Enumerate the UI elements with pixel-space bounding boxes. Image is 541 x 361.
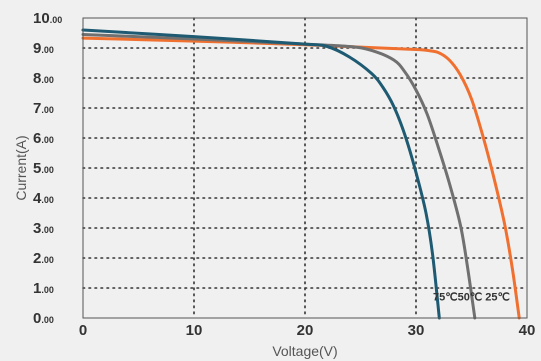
y-tick-label-integer: 1 [33, 280, 41, 297]
grid-layer [82, 17, 528, 319]
y-tick-label: 8.00 [33, 70, 54, 87]
y-tick-label-integer: 8 [33, 70, 41, 87]
x-axis-title: Voltage(V) [272, 343, 337, 359]
y-tick-label: 10.00 [33, 10, 62, 27]
y-tick-label-decimal: .00 [41, 225, 54, 235]
y-tick-label-integer: 2 [33, 250, 41, 267]
y-tick-label-integer: 7 [33, 100, 41, 117]
y-tick-label: 0.00 [33, 310, 54, 327]
series-layer [81, 28, 521, 320]
y-tick-label: 9.00 [33, 40, 54, 57]
y-tick-label: 2.00 [33, 250, 54, 267]
y-tick-label: 6.00 [33, 130, 54, 147]
series-line-25c [81, 36, 521, 320]
series-line-75c [81, 28, 441, 320]
plot-frame [82, 17, 528, 319]
y-tick-label-integer: 10 [33, 10, 50, 27]
y-tick-label: 3.00 [33, 220, 54, 237]
x-tick-label: 0 [79, 322, 87, 339]
y-tick-label-decimal: .00 [41, 165, 54, 175]
y-tick-label-decimal: .00 [41, 135, 54, 145]
x-tick-label: 10 [186, 322, 203, 339]
y-tick-label-integer: 5 [33, 160, 41, 177]
y-tick-label-decimal: .00 [41, 315, 54, 325]
y-tick-label-integer: 4 [33, 190, 42, 207]
temperature-annotation: 75℃50℃ 25℃ [433, 291, 510, 303]
y-tick-label-decimal: .00 [41, 45, 54, 55]
y-tick-label-integer: 6 [33, 130, 41, 147]
y-tick-label-decimal: .00 [41, 285, 54, 295]
y-tick-label: 5.00 [33, 160, 54, 177]
x-tick-label: 30 [408, 322, 425, 339]
y-tick-label: 7.00 [33, 100, 54, 117]
y-tick-label-decimal: .00 [41, 195, 54, 205]
y-tick-label-decimal: .00 [41, 255, 54, 265]
y-tick-label-decimal: .00 [41, 105, 54, 115]
x-tick-labels: 0 10 20 30 40 [79, 322, 536, 339]
y-tick-label-decimal: .00 [41, 75, 54, 85]
y-tick-label-decimal: .00 [50, 15, 63, 25]
y-tick-label: 1.00 [33, 280, 54, 297]
y-tick-label-integer: 9 [33, 40, 41, 57]
y-tick-labels: 0.001.002.003.004.005.006.007.008.009.00… [33, 10, 62, 327]
y-tick-label: 4.00 [33, 190, 54, 207]
y-axis-title: Current(A) [13, 135, 29, 200]
y-tick-label-integer: 0 [33, 310, 41, 327]
x-tick-label: 20 [297, 322, 314, 339]
y-tick-label-integer: 3 [33, 220, 41, 237]
x-tick-label: 40 [519, 322, 536, 339]
